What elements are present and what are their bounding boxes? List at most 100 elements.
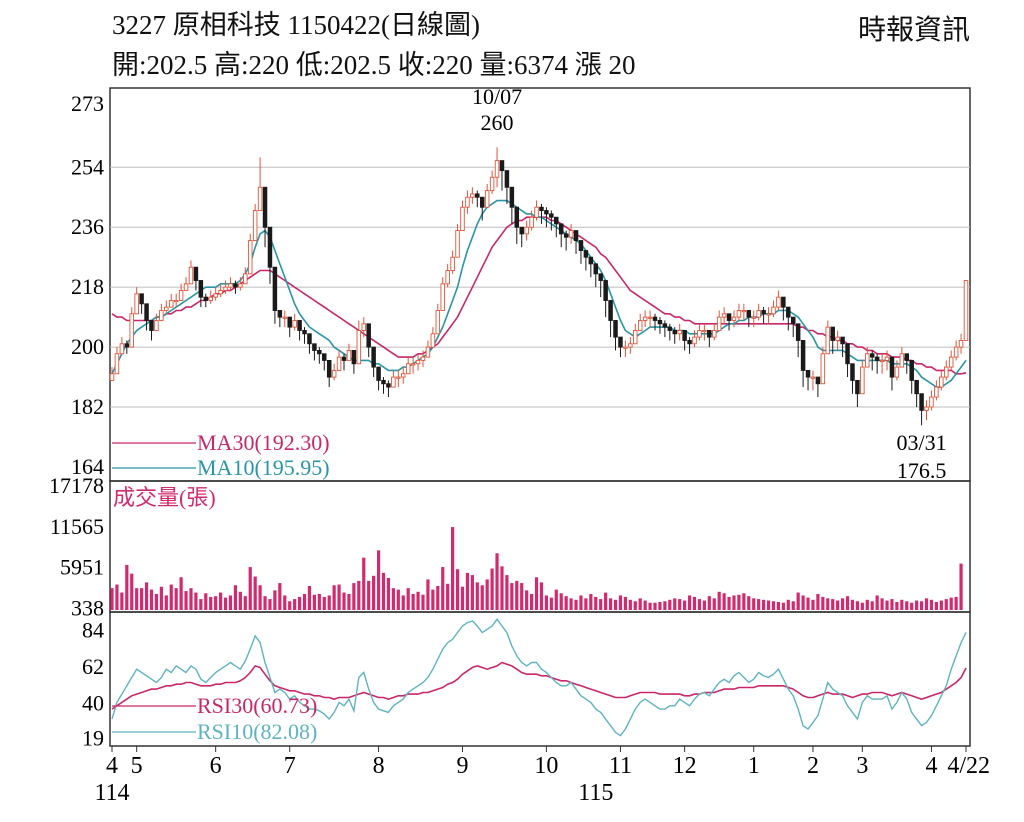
volume-bar: [347, 593, 351, 610]
candle-body: [243, 273, 248, 285]
volume-bar: [214, 596, 218, 610]
volume-bar: [520, 583, 524, 610]
volume-bar: [268, 599, 272, 610]
volume-bar: [258, 585, 262, 610]
candle-body: [573, 230, 579, 241]
candle-body: [312, 343, 317, 351]
volume-y-tick-label: 11565: [50, 514, 104, 539]
x-year-label: 114: [94, 780, 129, 806]
volume-bar: [169, 584, 173, 610]
candle-body: [465, 196, 470, 208]
volume-y-tick-label: 338: [71, 596, 104, 621]
legend-label-rsi10: RSI10(82.08): [197, 719, 317, 744]
volume-bar: [752, 598, 756, 610]
volume-bar: [919, 601, 924, 610]
candle-body: [267, 226, 273, 268]
volume-bar: [174, 588, 178, 610]
candle-body: [899, 353, 905, 368]
legend-label-rsi30: RSI30(60.73): [197, 693, 317, 718]
price-y-axis: 273 254 236 218 200 182 164: [71, 91, 104, 479]
candlestick: [173, 293, 179, 308]
candle-body: [440, 283, 445, 311]
candlestick: [361, 317, 367, 338]
price-y-tick-label: 236: [71, 214, 104, 239]
volume-bar: [549, 597, 553, 610]
candle-body: [119, 343, 125, 355]
volume-bar: [480, 585, 484, 610]
volume-bar: [875, 595, 879, 610]
volume-bar: [737, 594, 741, 610]
candle-body: [613, 320, 618, 338]
candlestick: [539, 203, 544, 224]
candle-body: [963, 280, 969, 341]
candlestick: [198, 280, 204, 308]
candle-body: [869, 353, 875, 358]
volume-bar: [910, 602, 914, 610]
volume-bar: [594, 596, 598, 610]
candle-body: [865, 353, 870, 368]
candle-body: [479, 196, 485, 208]
candlestick: [835, 330, 840, 351]
volume-bar: [643, 600, 647, 610]
candle-body: [519, 226, 524, 235]
volume-bar: [915, 600, 919, 610]
candle-body: [677, 330, 682, 335]
candlestick: [790, 316, 796, 338]
candle-body: [386, 383, 391, 388]
volume-bar: [144, 582, 149, 610]
candle-body: [228, 283, 233, 288]
candlestick: [213, 287, 218, 301]
candlestick: [484, 183, 490, 208]
candle-body: [919, 393, 924, 411]
candle-body: [578, 240, 584, 251]
candle-body: [509, 186, 515, 208]
candlestick: [850, 363, 855, 394]
candlestick: [139, 293, 144, 314]
candle-body: [835, 336, 840, 341]
volume-bar: [475, 582, 479, 610]
candle-body: [114, 353, 120, 375]
candlestick: [302, 327, 307, 344]
x-year-label: 115: [578, 780, 613, 806]
candlestick: [243, 267, 248, 285]
candlestick: [410, 357, 416, 374]
candle-body: [731, 316, 737, 321]
price-y-tick-label: 182: [71, 394, 104, 419]
candle-body: [721, 313, 727, 318]
candlestick: [815, 376, 821, 398]
volume-bar: [885, 600, 889, 610]
candle-body: [188, 266, 194, 285]
volume-bar: [727, 596, 731, 610]
rsi-panel: 84 62 40 19 RSI30(60.73)RSI10(82.08): [82, 611, 971, 750]
volume-bar: [495, 553, 499, 610]
candle-body: [238, 283, 243, 288]
price-y-tick-label: 218: [71, 274, 104, 299]
candlestick: [144, 303, 149, 331]
volume-bar: [342, 592, 346, 610]
volume-bar: [332, 585, 336, 610]
candle-body: [633, 330, 638, 345]
volume-bar: [223, 597, 228, 610]
candle-body: [568, 230, 574, 238]
candle-body: [460, 206, 465, 232]
volume-bar: [579, 595, 583, 610]
candle-body: [489, 176, 495, 192]
candlestick: [909, 359, 914, 394]
rsi30-line-group: [111, 661, 967, 710]
volume-bar: [219, 592, 223, 610]
candlestick: [953, 340, 959, 361]
candlestick: [440, 277, 445, 311]
volume-bar: [436, 585, 440, 610]
candle-body: [904, 353, 910, 361]
candle-body: [593, 263, 599, 275]
volume-bar: [539, 582, 544, 610]
candle-body: [534, 206, 539, 218]
candle-body: [455, 230, 460, 258]
volume-bar: [337, 584, 341, 610]
volume-bar: [939, 600, 943, 610]
candlestick: [183, 277, 189, 291]
candle-body: [549, 213, 554, 218]
candle-body: [795, 323, 801, 341]
volume-bar: [757, 599, 761, 610]
